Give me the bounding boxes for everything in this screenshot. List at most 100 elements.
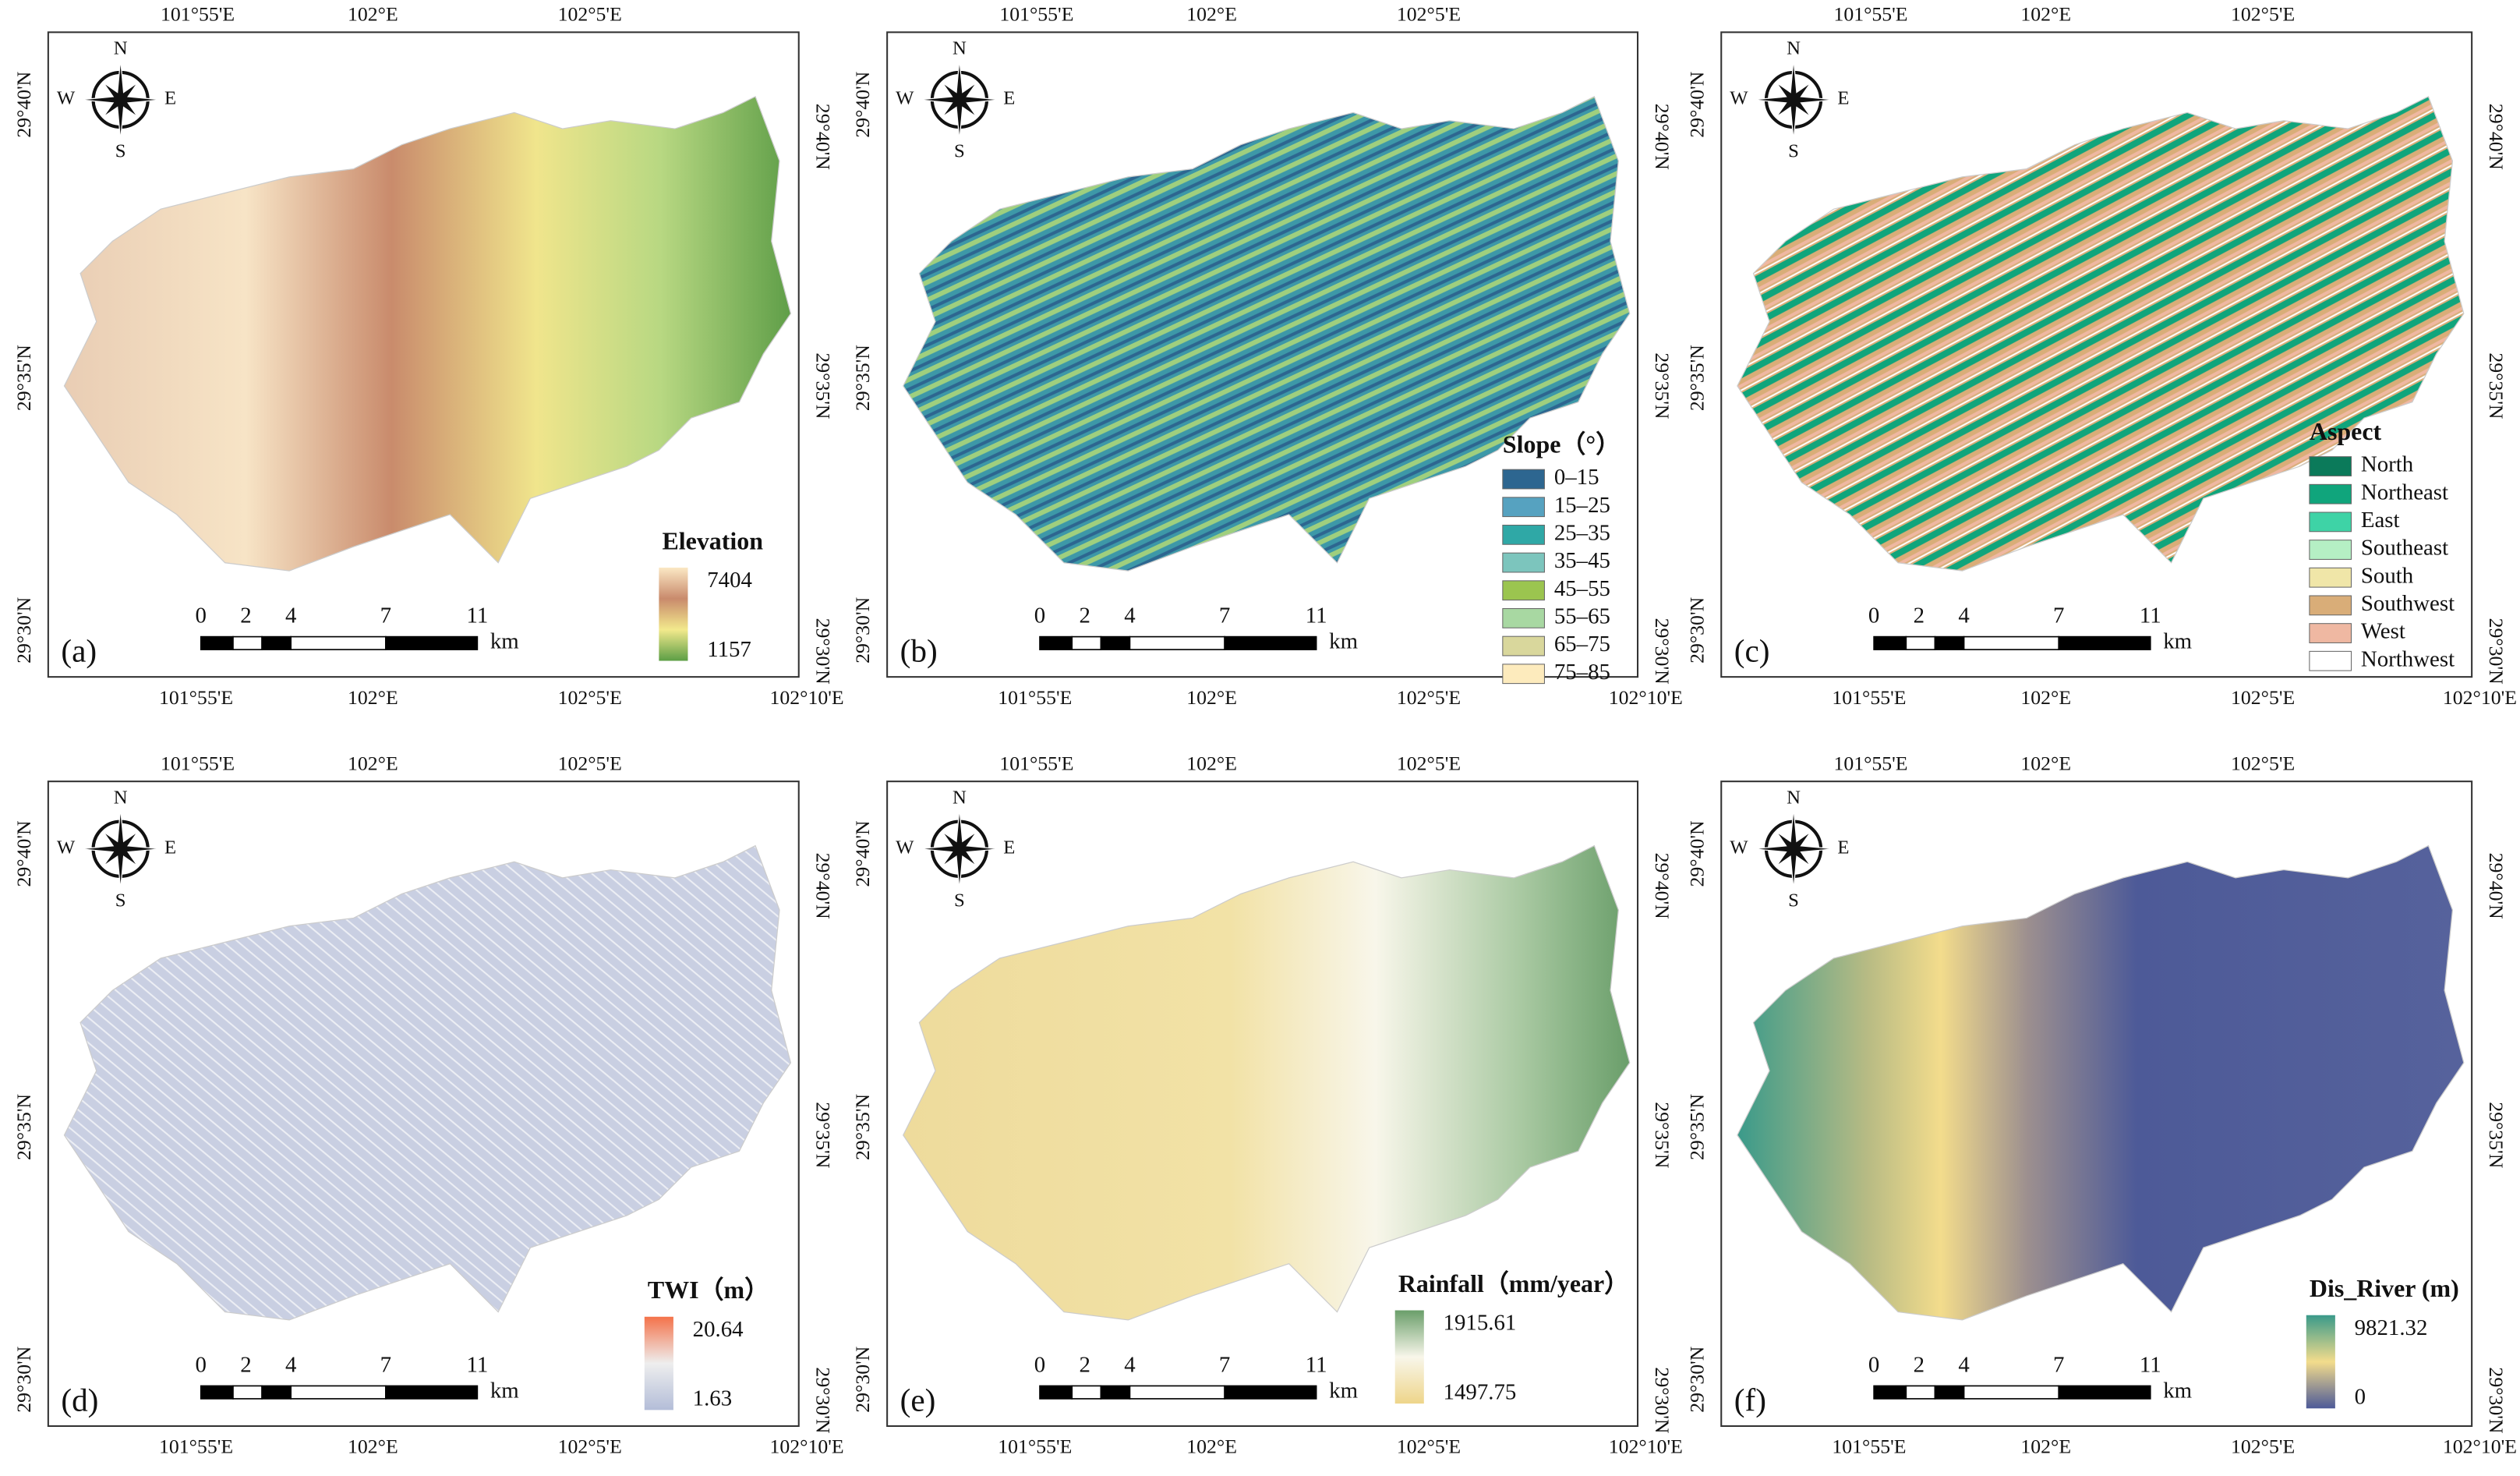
scale-tick-label: 7 (380, 1352, 391, 1377)
bottom-longitude: 102°E (1186, 1435, 1237, 1458)
bottom-longitude: 102°5'E (1397, 1435, 1461, 1458)
scale-segment (1129, 635, 1225, 650)
bottom-longitude: 102°10'E (2443, 1435, 2517, 1458)
scale-segment (1934, 1385, 1965, 1400)
scale-segment (1905, 1385, 1936, 1400)
legend-min: 1157 (707, 637, 751, 662)
bottom-longitude: 101°55'E (1832, 686, 1906, 709)
top-longitude: 102°E (348, 3, 398, 26)
legend-max: 20.64 (693, 1317, 744, 1342)
scale-tick-label: 11 (2140, 1352, 2161, 1377)
compass-west: W (896, 88, 914, 109)
left-latitude: 29°35'N (1685, 345, 1708, 411)
scale-segment (2058, 1385, 2151, 1400)
top-longitude: 102°5'E (1397, 3, 1461, 26)
right-latitude: 29°40'N (1651, 104, 1674, 170)
legend-label: 35–45 (1554, 548, 1610, 573)
basin-map (903, 95, 1631, 572)
scale-segment (232, 635, 263, 650)
basin-map (903, 844, 1631, 1321)
scale-segment (1039, 1385, 1073, 1400)
map-panel: 101°55'E 102°E 102°5'E 101°55'E 102°E 102°5'E… (12, 3, 844, 709)
scale-segment (1873, 635, 1907, 650)
panel-label: (a) (61, 633, 97, 670)
legend-ramp (659, 567, 688, 661)
bottom-longitude: 102°E (348, 686, 398, 709)
legend-max: 7404 (707, 568, 752, 593)
panel-label: (c) (1734, 633, 1770, 670)
legend-swatch (1502, 635, 1545, 657)
right-latitude: 29°40'N (2485, 853, 2508, 919)
scale-tick-label: 11 (2140, 603, 2161, 628)
legend-min: 1.63 (693, 1386, 733, 1411)
scale-tick-label: 0 (196, 1352, 207, 1377)
compass-star (80, 59, 161, 140)
scale-segment (1224, 635, 1317, 650)
compass-star (919, 809, 1000, 890)
right-latitude: 29°30'N (812, 1367, 835, 1433)
compass-east: E (1837, 88, 1849, 109)
bottom-longitude: 102°5'E (2231, 686, 2295, 709)
bottom-longitude: 102°10'E (770, 686, 844, 709)
bottom-longitude: 102°5'E (1397, 686, 1461, 709)
legend-title: Elevation (662, 527, 763, 554)
bottom-longitude: 102°E (348, 1435, 398, 1458)
scale-segment (385, 635, 479, 650)
legend-swatch (2309, 511, 2352, 533)
compass-east: E (1003, 837, 1015, 858)
scale-tick-label: 11 (466, 1352, 488, 1377)
legend-swatch (2309, 456, 2352, 476)
bottom-longitude: 102°10'E (1609, 1435, 1683, 1458)
legend-ramp (644, 1316, 673, 1411)
top-longitude: 101°55'E (999, 3, 1073, 26)
compass-west: W (1730, 837, 1748, 858)
compass-north: N (114, 788, 128, 809)
scale-segment (261, 1385, 292, 1400)
legend-ramp (2306, 1315, 2335, 1409)
compass-east: E (1837, 837, 1849, 858)
scale-tick-label: 0 (1034, 603, 1045, 628)
scale-tick-label: 4 (285, 603, 296, 628)
scale-tick-label: 7 (2053, 603, 2064, 628)
left-latitude: 29°35'N (851, 1094, 874, 1160)
left-latitude: 29°40'N (12, 71, 35, 137)
left-latitude: 29°30'N (12, 596, 35, 663)
legend-label: Southwest (2361, 591, 2455, 616)
top-longitude: 102°E (2020, 752, 2071, 774)
right-latitude: 29°30'N (812, 618, 835, 685)
legend-label: Northwest (2361, 646, 2455, 671)
scale-tick-label: 2 (1080, 1352, 1090, 1377)
scale-segment (1934, 635, 1965, 650)
scale-tick-label: 2 (1914, 1352, 1924, 1377)
compass-north: N (1787, 788, 1801, 809)
legend-title: TWI（m） (648, 1276, 769, 1304)
top-longitude: 102°5'E (2231, 752, 2295, 774)
compass-south: S (954, 141, 965, 162)
bottom-longitude: 102°E (2020, 1435, 2071, 1458)
top-longitude: 102°E (348, 752, 398, 774)
compass-west: W (896, 837, 914, 858)
basin-map (1737, 95, 2465, 572)
compass-south: S (115, 141, 126, 162)
panel-label: (e) (900, 1382, 936, 1419)
scale-segment (1129, 1385, 1225, 1400)
legend-label: 0–15 (1554, 465, 1599, 490)
compass-west: W (1730, 88, 1748, 109)
scale-tick-label: 4 (1124, 603, 1135, 628)
top-longitude: 101°55'E (1833, 3, 1907, 26)
compass-east: E (164, 837, 176, 858)
scale-segment (1963, 635, 2060, 650)
left-latitude: 29°40'N (1685, 71, 1708, 137)
left-latitude: 29°30'N (851, 596, 874, 663)
scale-unit: km (2163, 628, 2192, 653)
bottom-longitude: 101°55'E (998, 1435, 1072, 1458)
top-longitude: 102°5'E (558, 3, 622, 26)
legend-label: South (2361, 563, 2414, 588)
right-latitude: 29°40'N (2485, 104, 2508, 170)
compass-south: S (1788, 890, 1799, 911)
scale-segment (200, 635, 234, 650)
legend-swatch (1502, 552, 1545, 573)
right-latitude: 29°35'N (812, 1102, 835, 1168)
